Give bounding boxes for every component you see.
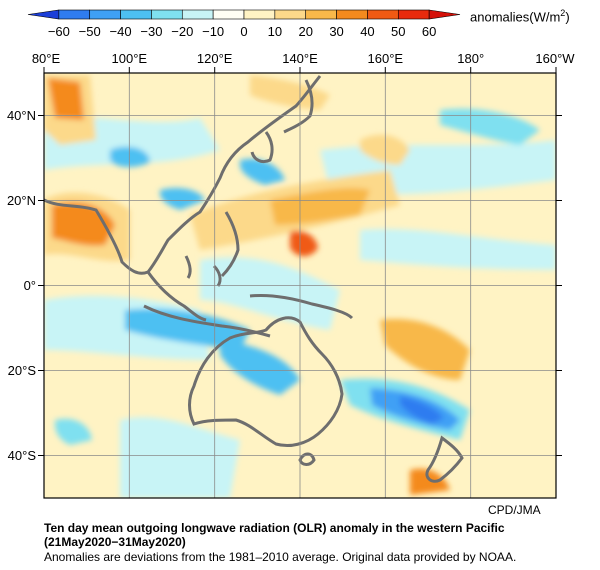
colorbar-tick-label: 40 [360, 24, 374, 39]
colorbar-tick-label: 30 [329, 24, 343, 39]
map-ticks [38, 67, 562, 456]
colorbar-arrow-right [428, 9, 461, 20]
colorbar-tick-label: −50 [79, 24, 101, 39]
lat-label-20s: 20°S [8, 363, 37, 378]
graticule [44, 73, 556, 498]
caption-title: Ten day mean outgoing longwave radiation… [44, 521, 505, 535]
coastlines [44, 75, 464, 483]
colorbar-tick-label: −20 [171, 24, 193, 39]
lat-label-0: 0° [24, 278, 36, 293]
lat-label-20n: 20°N [7, 193, 36, 208]
lat-label-40s: 40°S [8, 448, 37, 463]
lat-label-40n: 40°N [7, 108, 36, 123]
colorbar-tick-label: 20 [298, 24, 312, 39]
colorbar-tick-label: 10 [268, 24, 282, 39]
colorbar: −60 −50 −40 −30 −20 −10 0 10 20 30 40 50 60 [27, 9, 461, 39]
colorbar-tick-label: 60 [422, 24, 436, 39]
colorbar-tick-label: −60 [48, 24, 70, 39]
colorbar-tick-label: 50 [391, 24, 405, 39]
olr-anomaly-map: 80°E 100°E 120°E 140°E 160°E 180° 160°W … [7, 51, 575, 499]
colorbar-tick-label: −40 [110, 24, 132, 39]
colorbar-tick-label: 0 [240, 24, 247, 39]
colorbar-unit-label: anomalies(W/m2) [470, 8, 570, 25]
caption-date-range: (21May2020−31May2020) [44, 535, 186, 549]
lon-label-180: 180° [457, 51, 484, 66]
caption-note: Anomalies are deviations from the 1981–2… [44, 550, 517, 564]
lon-label-160e: 160°E [368, 51, 404, 66]
colorbar-tick-label: −10 [202, 24, 224, 39]
colorbar-ticks: −60 −50 −40 −30 −20 −10 0 10 20 30 40 50 60 [48, 24, 437, 39]
lon-label-80e: 80°E [32, 51, 61, 66]
colorbar-tick-label: −30 [140, 24, 162, 39]
credit-label: CPD/JMA [488, 503, 541, 517]
lon-label-100e: 100°E [112, 51, 148, 66]
lon-label-140e: 140°E [282, 51, 318, 66]
lon-label-160w: 160°W [535, 51, 575, 66]
colorbar-swatches [27, 9, 461, 20]
lon-label-120e: 120°E [197, 51, 233, 66]
